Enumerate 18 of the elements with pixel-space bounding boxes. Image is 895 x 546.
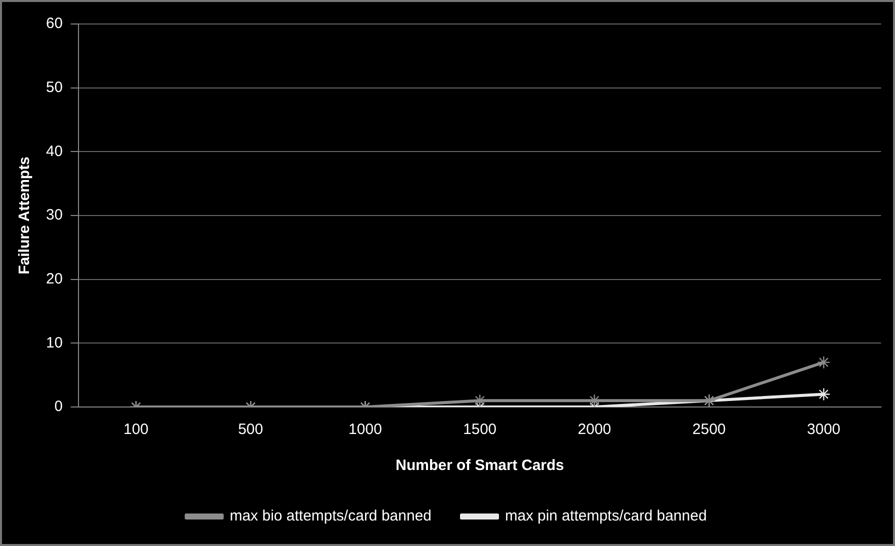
- x-tick-label: 1500: [463, 421, 497, 438]
- x-axis-title: Number of Smart Cards: [396, 457, 564, 474]
- legend-label: max pin attempts/card banned: [505, 508, 707, 525]
- y-tick-label: 10: [46, 334, 63, 352]
- x-tick-label: 1000: [348, 421, 382, 438]
- y-tick-label: 50: [46, 78, 63, 96]
- x-tick-label: 2500: [692, 421, 726, 438]
- x-tick-label: 100: [123, 421, 149, 438]
- y-axis-title: Failure Attempts: [16, 156, 34, 274]
- y-tick-label: 40: [46, 142, 63, 160]
- x-tick-label: 3000: [807, 421, 840, 438]
- y-tick-label: 30: [46, 206, 63, 224]
- y-tick-label: 0: [54, 398, 63, 416]
- legend-label: max bio attempts/card banned: [230, 508, 432, 525]
- y-tick-label: 60: [46, 15, 63, 32]
- y-tick-label: 20: [46, 270, 63, 288]
- x-tick-label: 500: [238, 421, 264, 438]
- x-tick-label: 2000: [578, 421, 612, 438]
